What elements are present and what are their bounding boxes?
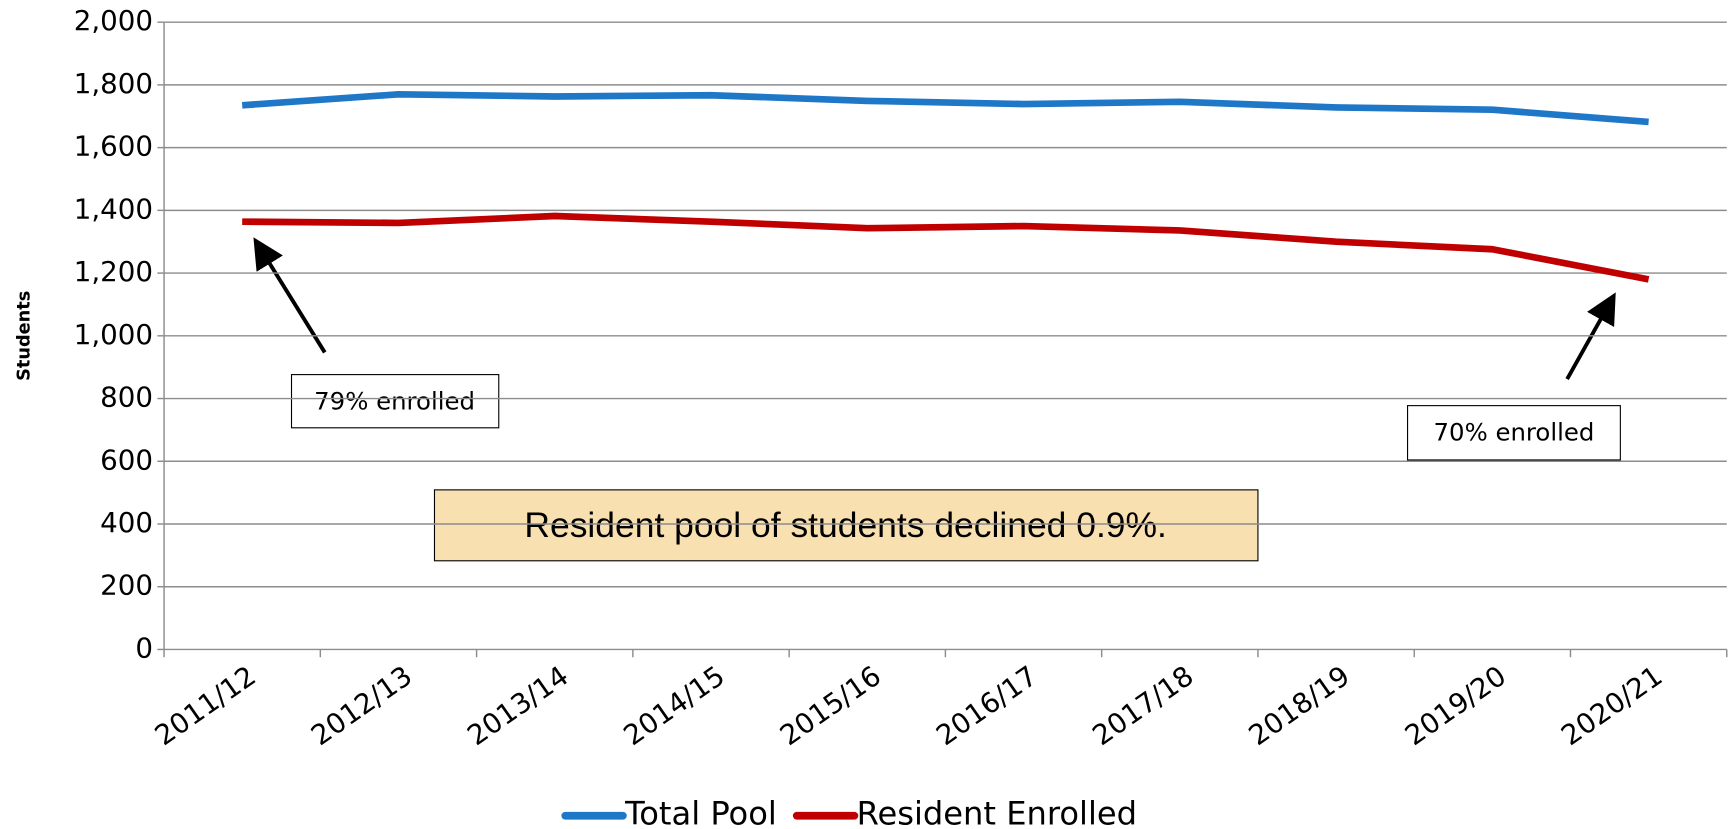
x-tick-label: 2017/18 xyxy=(1086,659,1199,752)
arrow xyxy=(253,237,327,354)
legend-label: Total Pool xyxy=(624,795,777,829)
callout: Resident pool of students declined 0.9%. xyxy=(524,505,1167,545)
annotation: 70% enrolled xyxy=(1434,417,1595,446)
y-tick-label: 1,200 xyxy=(74,255,153,288)
callout-box xyxy=(433,489,1259,562)
x-tick-label: 2015/16 xyxy=(774,659,887,752)
x-tick-label: 2016/17 xyxy=(930,659,1043,752)
x-tick-label: 2014/15 xyxy=(618,659,731,752)
series-line xyxy=(242,212,1650,283)
y-tick-label: 0 xyxy=(135,631,153,664)
y-tick-label: 1,400 xyxy=(74,192,153,225)
x-tick-label: 2020/21 xyxy=(1555,659,1668,752)
y-tick-label: 400 xyxy=(100,506,153,539)
y-axis-label: Students xyxy=(14,291,34,381)
arrow xyxy=(1565,292,1616,380)
annotation-box xyxy=(290,374,500,429)
x-tick-label: 2012/13 xyxy=(305,659,418,752)
x-tick-label: 2013/14 xyxy=(461,659,574,752)
x-tick-label: 2018/19 xyxy=(1243,659,1356,752)
x-tick-label: 2011/12 xyxy=(149,659,262,752)
y-tick-label: 1,800 xyxy=(74,67,153,100)
y-tick-label: 800 xyxy=(100,381,153,414)
x-tick-label: 2019/20 xyxy=(1399,659,1512,752)
annotation: 79% enrolled xyxy=(314,386,475,415)
annotation-box xyxy=(1407,405,1621,461)
y-tick-label: 1,600 xyxy=(74,130,153,163)
y-tick-label: 1,000 xyxy=(74,318,153,351)
y-tick-label: 2,000 xyxy=(74,4,153,37)
series-line xyxy=(241,90,1649,126)
y-tick-label: 600 xyxy=(100,443,153,476)
legend-label: Resident Enrolled xyxy=(857,795,1137,829)
y-tick-label: 200 xyxy=(100,569,153,602)
